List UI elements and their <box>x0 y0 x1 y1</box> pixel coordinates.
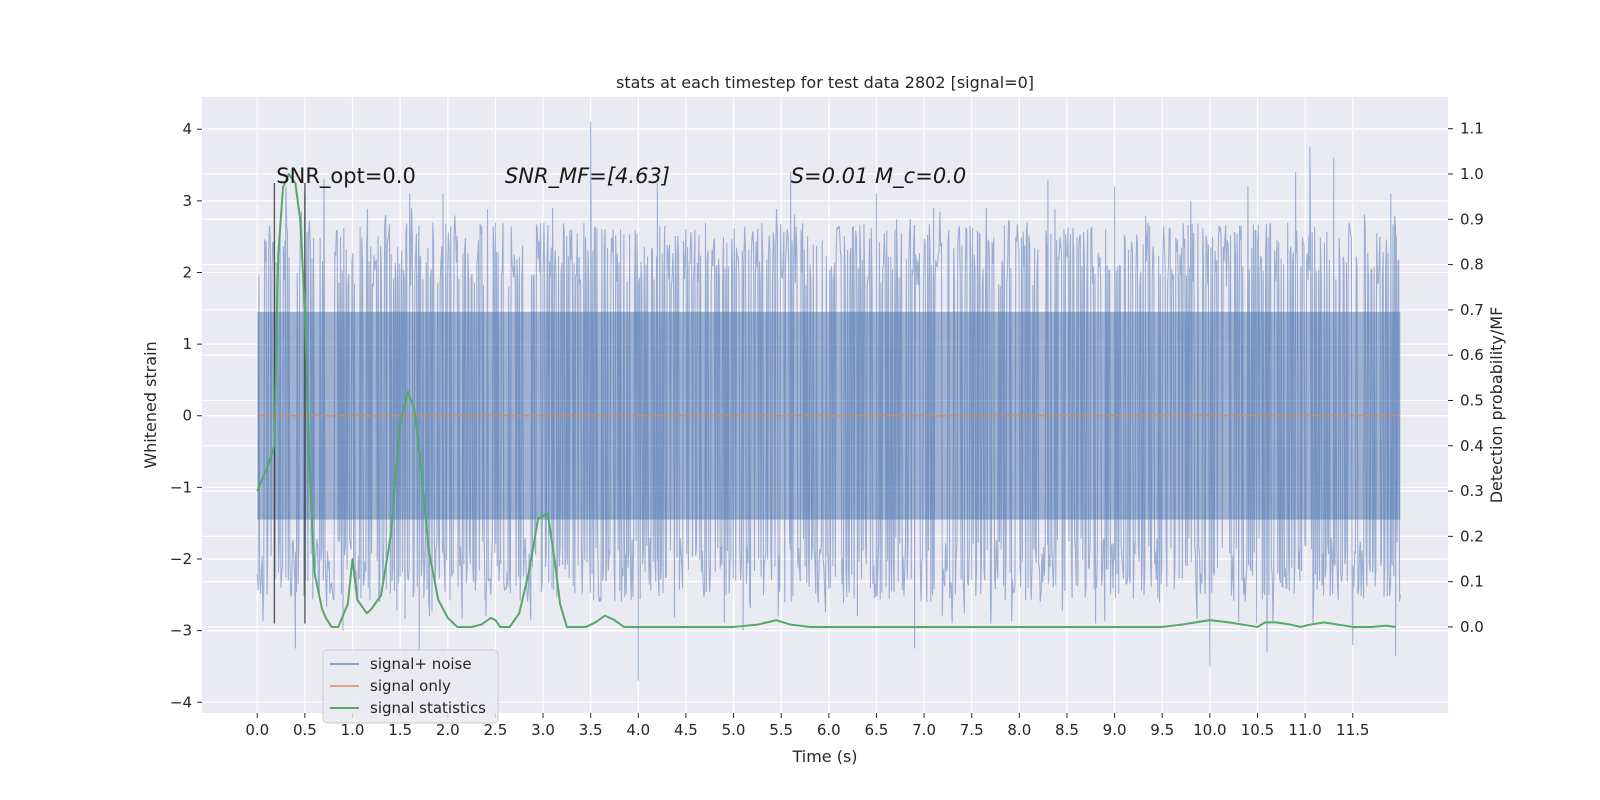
y-axis-left-label: Whitened strain <box>141 341 160 468</box>
x-tick-label: 4.0 <box>626 721 650 739</box>
legend-label-signal-only: signal only <box>370 677 451 695</box>
y-right-tick-label: 0.3 <box>1460 482 1484 500</box>
x-tick-label: 4.5 <box>674 721 698 739</box>
y-left-tick-label: 2 <box>182 263 192 281</box>
x-axis-label: Time (s) <box>791 747 857 766</box>
x-tick-label: 1.5 <box>388 721 412 739</box>
y-left-tick-label: −4 <box>170 693 192 711</box>
series-signal-statistics <box>256 173 1396 628</box>
x-tick-label: 6.0 <box>817 721 841 739</box>
y-right-tick-label: 0.4 <box>1460 437 1484 455</box>
legend: signal+ noise signal only signal statist… <box>322 649 499 724</box>
x-tick-label: 0.0 <box>245 721 269 739</box>
chart-title: stats at each timestep for test data 280… <box>616 73 1034 92</box>
x-tick-label: 11.5 <box>1336 721 1369 739</box>
y-right-tick-label: 1.1 <box>1460 120 1484 138</box>
x-tick-label: 8.5 <box>1055 721 1079 739</box>
y-left-tick-label: 4 <box>182 120 192 138</box>
noise-trace <box>256 122 1401 681</box>
x-tick-label: 9.5 <box>1150 721 1174 739</box>
y-right-tick-label: 0.1 <box>1460 573 1484 591</box>
y-right-tick-label: 0.0 <box>1460 618 1484 636</box>
y-right-tick-label: 1.0 <box>1460 165 1484 183</box>
legend-box <box>322 649 499 724</box>
legend-label-signal-statistics: signal statistics <box>370 699 486 717</box>
x-tick-label: 8.0 <box>1007 721 1031 739</box>
x-tick-label: 5.0 <box>722 721 746 739</box>
x-tick-label: 7.5 <box>960 721 984 739</box>
y-left-tick-label: 0 <box>182 407 192 425</box>
x-tick-label: 5.5 <box>769 721 793 739</box>
x-tick-label: 2.0 <box>436 721 460 739</box>
y-left-tick-label: 3 <box>182 192 192 210</box>
x-tick-label: 11.0 <box>1288 721 1321 739</box>
x-tick-label: 7.0 <box>912 721 936 739</box>
x-tick-label: 9.0 <box>1103 721 1127 739</box>
y-right-tick-label: 0.2 <box>1460 527 1484 545</box>
annotation-text: SNR_opt=0.0 <box>276 164 416 189</box>
x-tick-label: 10.0 <box>1193 721 1226 739</box>
annotation-text: SNR_MF=[4.63] <box>505 164 670 189</box>
y-left-tick-label: −3 <box>170 622 192 640</box>
x-tick-label: 10.5 <box>1241 721 1274 739</box>
x-tick-label: 3.0 <box>531 721 555 739</box>
x-tick-label: 3.5 <box>579 721 603 739</box>
x-tick-label: 2.5 <box>483 721 507 739</box>
x-tick-label: 0.5 <box>293 721 317 739</box>
y-axis-right-label: Detection probability/MF <box>1487 307 1506 504</box>
y-right-tick-label: 0.5 <box>1460 391 1484 409</box>
y-right-tick-label: 0.6 <box>1460 346 1484 364</box>
annotations: SNR_opt=0.0 SNR_MF=[4.63] S=0.01 M_c=0.0 <box>276 164 966 189</box>
y-right-tick-label: 0.8 <box>1460 256 1484 274</box>
legend-label-signal-plus-noise: signal+ noise <box>370 655 472 673</box>
x-tick-label: 6.5 <box>865 721 889 739</box>
y-left-tick-label: −2 <box>170 550 192 568</box>
y-left-tick-label: 1 <box>182 335 192 353</box>
y-right-tick-label: 0.9 <box>1460 210 1484 228</box>
x-tick-label: 1.0 <box>341 721 365 739</box>
signal-statistics-line <box>256 173 1396 628</box>
y-left-tick-label: −1 <box>170 478 192 496</box>
annotation-text: S=0.01 M_c=0.0 <box>791 164 967 189</box>
axis-ticks: 0.0 0.5 1.0 1.5 2.0 2.5 3.0 3.5 4.0 4.5 5.0 5.5 6.0 6… <box>170 120 1484 739</box>
y-right-tick-label: 0.7 <box>1460 301 1484 319</box>
